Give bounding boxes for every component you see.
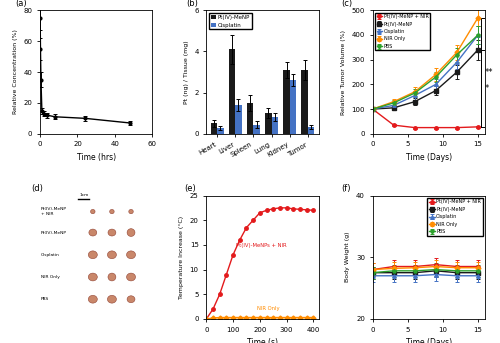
Pt(IV)-MeNPs + NIR bbox=[230, 253, 236, 257]
Bar bbox=[265, 113, 272, 134]
Text: *: * bbox=[484, 84, 488, 93]
Pt(IV)-MeNPs + NIR bbox=[224, 272, 230, 276]
Text: (b): (b) bbox=[186, 0, 198, 8]
Text: (a): (a) bbox=[16, 0, 27, 8]
NIR Only bbox=[257, 316, 263, 320]
Legend: Pt(IV)-MeNP, Cisplatin: Pt(IV)-MeNP, Cisplatin bbox=[209, 13, 252, 29]
NIR Only bbox=[216, 316, 222, 320]
Bar bbox=[217, 128, 224, 134]
Text: Cisplatin: Cisplatin bbox=[41, 253, 60, 257]
Pt(IV)-MeNPs + NIR bbox=[297, 207, 303, 211]
NIR Only bbox=[224, 316, 230, 320]
NIR Only bbox=[277, 316, 283, 320]
Pt(IV)-MeNPs + NIR bbox=[237, 238, 243, 242]
Pt(IV)-MeNPs + NIR bbox=[310, 208, 316, 212]
Bar bbox=[247, 103, 254, 134]
Ellipse shape bbox=[90, 209, 95, 214]
NIR Only bbox=[264, 316, 270, 320]
Ellipse shape bbox=[108, 229, 116, 236]
Text: (d): (d) bbox=[31, 184, 43, 193]
Text: NIR Only: NIR Only bbox=[41, 275, 60, 279]
Text: Pt(IV)-MeNP
+ NIR: Pt(IV)-MeNP + NIR bbox=[41, 207, 67, 216]
Pt(IV)-MeNPs + NIR bbox=[204, 317, 210, 321]
Text: (f): (f) bbox=[341, 184, 350, 193]
Ellipse shape bbox=[129, 209, 134, 214]
Bar bbox=[254, 125, 260, 134]
Ellipse shape bbox=[126, 251, 136, 259]
Y-axis label: Body Weight (g): Body Weight (g) bbox=[346, 232, 350, 283]
Text: (c): (c) bbox=[341, 0, 352, 8]
NIR Only bbox=[290, 316, 296, 320]
Pt(IV)-MeNPs + NIR bbox=[257, 211, 263, 215]
NIR Only bbox=[204, 317, 210, 321]
Pt(IV)-MeNPs + NIR bbox=[210, 307, 216, 311]
Ellipse shape bbox=[88, 295, 98, 303]
Bar bbox=[290, 80, 296, 134]
Bar bbox=[211, 123, 217, 134]
Y-axis label: Relative Concentration (%): Relative Concentration (%) bbox=[13, 29, 18, 115]
Ellipse shape bbox=[108, 251, 116, 259]
Ellipse shape bbox=[127, 229, 135, 236]
Pt(IV)-MeNPs + NIR bbox=[264, 208, 270, 212]
NIR Only bbox=[230, 316, 236, 320]
X-axis label: Time (Days): Time (Days) bbox=[406, 338, 452, 343]
Text: PBS: PBS bbox=[41, 297, 50, 301]
Text: 1cm: 1cm bbox=[79, 193, 88, 197]
X-axis label: Time (Days): Time (Days) bbox=[406, 153, 452, 162]
Ellipse shape bbox=[89, 229, 96, 236]
Line: NIR Only: NIR Only bbox=[204, 316, 315, 321]
Pt(IV)-MeNPs + NIR bbox=[244, 226, 250, 230]
Bar bbox=[236, 105, 242, 134]
Text: Pt(IV)-MeNPs + NIR: Pt(IV)-MeNPs + NIR bbox=[236, 244, 286, 248]
Ellipse shape bbox=[108, 273, 116, 281]
NIR Only bbox=[284, 316, 290, 320]
Pt(IV)-MeNPs + NIR bbox=[277, 206, 283, 210]
NIR Only bbox=[250, 316, 256, 320]
Pt(IV)-MeNPs + NIR bbox=[290, 207, 296, 211]
Bar bbox=[229, 49, 235, 134]
X-axis label: Time (hrs): Time (hrs) bbox=[76, 153, 116, 162]
Y-axis label: Relative Tumor Volume (%): Relative Tumor Volume (%) bbox=[341, 29, 346, 115]
Line: Pt(IV)-MeNPs + NIR: Pt(IV)-MeNPs + NIR bbox=[204, 206, 315, 321]
Pt(IV)-MeNPs + NIR bbox=[304, 208, 310, 212]
Text: NIR Only: NIR Only bbox=[257, 306, 280, 311]
Legend: Pt(IV)-MeNP + NIR, Pt(IV)-MeNP, Cisplatin, NIR Only, PBS: Pt(IV)-MeNP + NIR, Pt(IV)-MeNP, Cisplati… bbox=[428, 198, 482, 236]
Ellipse shape bbox=[126, 273, 136, 281]
Ellipse shape bbox=[127, 296, 135, 303]
NIR Only bbox=[310, 316, 316, 320]
Bar bbox=[284, 70, 290, 134]
Ellipse shape bbox=[88, 273, 98, 281]
NIR Only bbox=[270, 316, 276, 320]
Text: (e): (e) bbox=[184, 184, 196, 193]
Text: **: ** bbox=[484, 68, 493, 77]
Bar bbox=[308, 127, 314, 134]
Pt(IV)-MeNPs + NIR bbox=[270, 207, 276, 211]
Text: Pt(IV)-MeNP: Pt(IV)-MeNP bbox=[41, 230, 67, 235]
Bar bbox=[302, 70, 308, 134]
NIR Only bbox=[297, 316, 303, 320]
Pt(IV)-MeNPs + NIR bbox=[216, 292, 222, 296]
Pt(IV)-MeNPs + NIR bbox=[284, 206, 290, 210]
Ellipse shape bbox=[88, 251, 98, 259]
Ellipse shape bbox=[110, 209, 114, 214]
NIR Only bbox=[237, 316, 243, 320]
NIR Only bbox=[244, 316, 250, 320]
Bar bbox=[272, 117, 278, 134]
NIR Only bbox=[304, 316, 310, 320]
NIR Only bbox=[210, 316, 216, 320]
Y-axis label: Temperature Increase (°C): Temperature Increase (°C) bbox=[179, 216, 184, 299]
Y-axis label: Pt (ng) / Tissue (mg): Pt (ng) / Tissue (mg) bbox=[184, 40, 188, 104]
Legend: Pt(IV)-MeNP + NIR, Pt(IV)-MeNP, Cisplatin, NIR Only, PBS: Pt(IV)-MeNP + NIR, Pt(IV)-MeNP, Cisplati… bbox=[375, 13, 430, 50]
Pt(IV)-MeNPs + NIR bbox=[250, 218, 256, 222]
X-axis label: Time (s): Time (s) bbox=[247, 338, 278, 343]
Ellipse shape bbox=[108, 295, 116, 303]
